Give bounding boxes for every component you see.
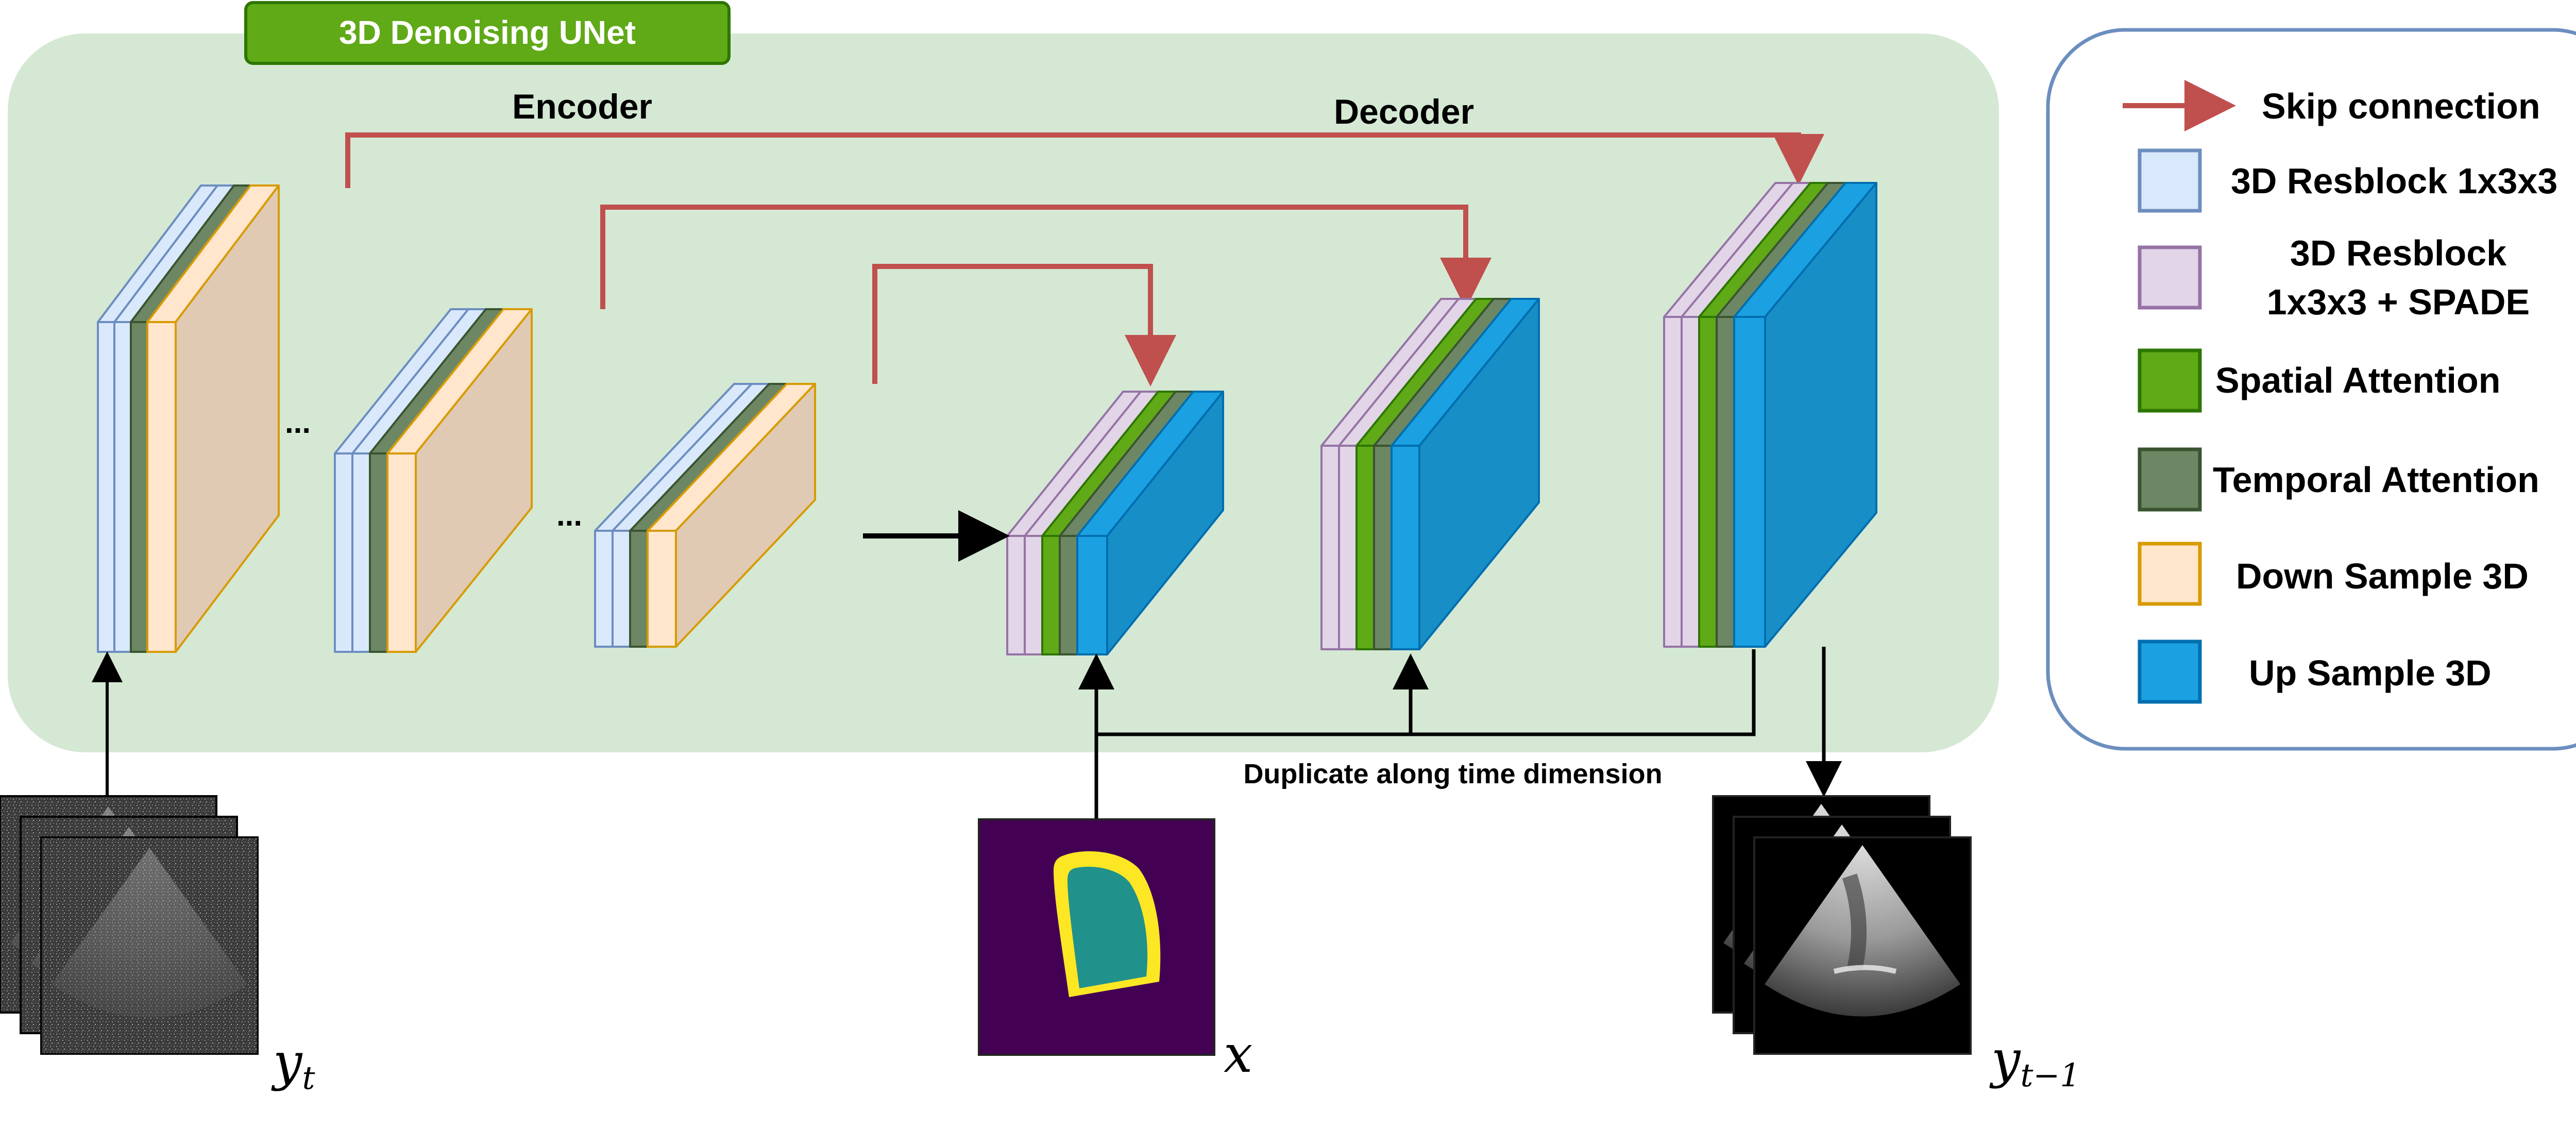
legend-temporal-label: Temporal Attention — [2213, 460, 2539, 500]
legend-resblock-spade-swatch — [2138, 245, 2202, 310]
decoder-stack-3-layer-5-front — [1733, 316, 1766, 648]
legend-down-label: Down Sample 3D — [2236, 556, 2529, 596]
legend-resblock-label: 3D Resblock 1x3x3 — [2231, 161, 2557, 201]
encoder-stack-2-layer-4 — [386, 308, 533, 653]
noisy-frame-front — [40, 836, 259, 1055]
noisy-input-frames — [0, 795, 259, 1055]
legend-down-swatch — [2138, 542, 2202, 606]
legend-resblock-swatch — [2138, 148, 2202, 213]
decoder-stack-2-layer-5-front — [1391, 445, 1420, 650]
legend-down-entry: Down Sample 3D — [2138, 542, 2529, 606]
encoder-stack-1-layer-4-front — [146, 321, 177, 653]
decoder-stack-2-layer-5 — [1391, 298, 1540, 650]
encoder-stack-2-layer-4-front — [386, 452, 417, 653]
legend-temporal-entry: Temporal Attention — [2138, 447, 2539, 512]
legend-spatial-swatch — [2138, 348, 2202, 413]
legend-resblock-spade-label-1: 3D Resblock — [2290, 233, 2506, 273]
legend-resblock-spade-label-2: 1x3x3 + SPADE — [2267, 282, 2530, 322]
legend-up-entry: Up Sample 3D — [2138, 639, 2492, 704]
legend-skip-label: Skip connection — [2262, 86, 2540, 126]
ellipsis-1: ... — [285, 405, 311, 440]
encoder-stack-1-layer-4 — [146, 184, 280, 653]
legend-up-label: Up Sample 3D — [2249, 653, 2492, 693]
block-stacks — [97, 182, 1877, 655]
decoder-stack-1-layer-5-front — [1076, 535, 1108, 655]
duplicate-label: Duplicate along time dimension — [1243, 759, 1662, 789]
legend-up-swatch — [2138, 639, 2202, 704]
condition-line — [1096, 649, 1756, 736]
legend-skip-entry: Skip connection — [2123, 80, 2540, 131]
title-text: 3D Denoising UNet — [339, 14, 636, 51]
decoder-stack-3-layer-5 — [1733, 182, 1877, 648]
skip-connection-2 — [600, 205, 1492, 309]
segmentation-mask — [978, 818, 1215, 1056]
y-t-label: yt — [271, 1032, 315, 1097]
output-frames — [1712, 795, 1972, 1055]
ellipsis-2: ... — [556, 498, 582, 532]
decoder-label: Decoder — [1334, 92, 1474, 131]
legend-spatial-label: Spatial Attention — [2215, 360, 2501, 400]
y-prev-label: yt−1 — [1989, 1029, 2080, 1094]
x-label: x — [1224, 1024, 1252, 1084]
encoder-label: Encoder — [512, 87, 652, 126]
output-frame-front — [1753, 836, 1972, 1055]
encoder-stack-3-layer-4-front — [647, 530, 677, 648]
legend-spatial-entry: Spatial Attention — [2138, 348, 2501, 413]
legend-resblock-entry: 3D Resblock 1x3x3 — [2138, 148, 2557, 213]
legend-resblock-spade-entry: 3D Resblock 1x3x3 + SPADE — [2138, 233, 2530, 322]
legend-temporal-swatch — [2138, 447, 2202, 512]
skip-connection-1 — [345, 132, 1824, 188]
encoder-stack-3-layer-4 — [647, 383, 816, 648]
skip-connection-3 — [872, 264, 1176, 386]
unet-background — [8, 33, 1999, 752]
title-banner — [244, 1, 731, 65]
